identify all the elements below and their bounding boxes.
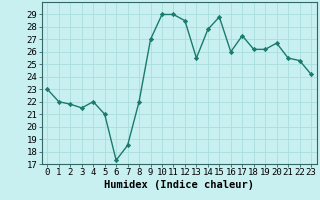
X-axis label: Humidex (Indice chaleur): Humidex (Indice chaleur) (104, 180, 254, 190)
